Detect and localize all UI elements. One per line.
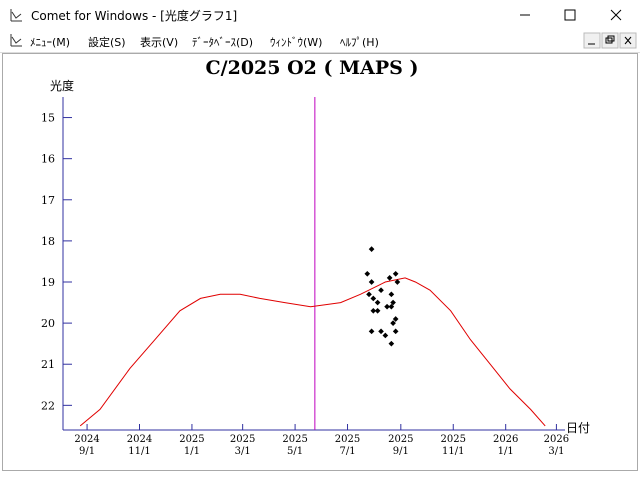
observation-point	[392, 328, 399, 335]
title-bar: Comet for Windows - [光度グラフ1]	[0, 0, 640, 30]
observation-point	[368, 328, 375, 335]
observation-point	[366, 291, 372, 298]
observation-point	[378, 328, 384, 335]
menu-icons	[10, 32, 637, 49]
close-button[interactable]	[610, 9, 622, 21]
observation-point	[392, 270, 399, 277]
window-title: Comet for Windows - [光度グラフ1]	[31, 9, 238, 23]
chart-title: C/2025 O2 ( MAPS )	[206, 57, 419, 79]
x-tick-label: 1/1	[498, 446, 514, 457]
observation-point	[392, 316, 399, 322]
x-tick-label: 2025	[282, 434, 307, 445]
observation-point	[378, 287, 384, 294]
x-tick-label: 2025	[388, 434, 413, 445]
observation-point	[368, 279, 375, 285]
x-tick-label: 2026	[544, 434, 569, 445]
x-tick-label: 9/1	[393, 446, 409, 457]
x-tick-label: 5/1	[287, 446, 303, 457]
x-tick-label: 2026	[493, 434, 518, 445]
y-tick-label: 21	[41, 358, 55, 371]
graph-window: C/2025 O2 ( MAPS ) 光度 日付 15 16 17 18 19 20 21 2…	[2, 53, 638, 471]
maximize-button[interactable]	[564, 9, 576, 21]
title-icons	[10, 9, 622, 22]
x-tick-label: 2025	[179, 434, 204, 445]
x-axis-label: 日付	[566, 421, 590, 435]
y-tick-label: 22	[41, 399, 55, 412]
observation-point	[388, 340, 395, 347]
observation-point	[374, 307, 381, 314]
x-tick-label: 2025	[441, 434, 466, 445]
y-tick-label: 15	[41, 112, 55, 125]
app-icon	[10, 9, 22, 22]
observation-point	[374, 299, 381, 306]
observation-point	[386, 275, 393, 281]
x-tick-label: 11/1	[442, 446, 464, 457]
mdi-close[interactable]	[619, 32, 637, 49]
y-tick-label: 17	[41, 194, 55, 207]
y-axis-label: 光度	[50, 78, 74, 93]
menu-item[interactable]: ｳｨﾝﾄﾞｳ(W)	[270, 36, 323, 49]
light-curve	[79, 277, 546, 427]
observation-point	[370, 295, 377, 302]
mdi-minimize[interactable]	[583, 32, 601, 49]
x-tick-label: 2024	[74, 434, 99, 445]
menu-item[interactable]: 設定(S)	[88, 36, 126, 49]
observation-point	[364, 270, 371, 277]
x-tick-label: 2025	[335, 434, 360, 445]
x-tick-label: 2024	[127, 434, 152, 445]
observation-point	[394, 279, 401, 285]
menu-item[interactable]: 表示(V)	[140, 36, 179, 49]
y-tick-label: 16	[41, 153, 55, 166]
plot: C/2025 O2 ( MAPS ) 光度 日付 15 16 17 18 19 20 21 2…	[41, 57, 590, 457]
menu-bar: ﾒﾆｭｰ(M) 設定(S) 表示(V) ﾃﾞｰﾀﾍﾞｰｽ(D) ｳｨﾝﾄﾞｳ(W…	[0, 30, 640, 53]
x-tick-label: 2025	[230, 434, 255, 445]
x-tick-label: 7/1	[339, 446, 355, 457]
x-tick-label: 1/1	[184, 446, 200, 457]
y-tick-label: 19	[41, 276, 55, 289]
observation-point	[384, 303, 390, 310]
x-tick-label: 11/1	[128, 446, 150, 457]
observation-point	[388, 291, 395, 298]
doc-icon	[10, 34, 22, 47]
menu-item[interactable]: ﾍﾙﾌﾟ(H)	[340, 36, 379, 49]
observation-point	[390, 320, 396, 326]
x-tick-label: 3/1	[235, 446, 251, 457]
observation-point	[370, 307, 377, 314]
observation-point	[382, 332, 389, 339]
chart: C/2025 O2 ( MAPS ) 光度 日付 15 16 17 18 19 20 21 2…	[41, 57, 590, 457]
x-tick-label: 3/1	[548, 446, 564, 457]
x-tick-label: 9/1	[79, 446, 95, 457]
observation-point	[368, 246, 375, 252]
y-tick-label: 18	[41, 235, 55, 248]
observation-point	[390, 299, 396, 306]
y-tick-label: 20	[41, 317, 55, 330]
mdi-restore[interactable]	[601, 32, 619, 49]
menu-item[interactable]: ﾃﾞｰﾀﾍﾞｰｽ(D)	[192, 36, 254, 49]
observation-point	[388, 303, 395, 310]
menu-item[interactable]: ﾒﾆｭｰ(M)	[30, 36, 71, 49]
